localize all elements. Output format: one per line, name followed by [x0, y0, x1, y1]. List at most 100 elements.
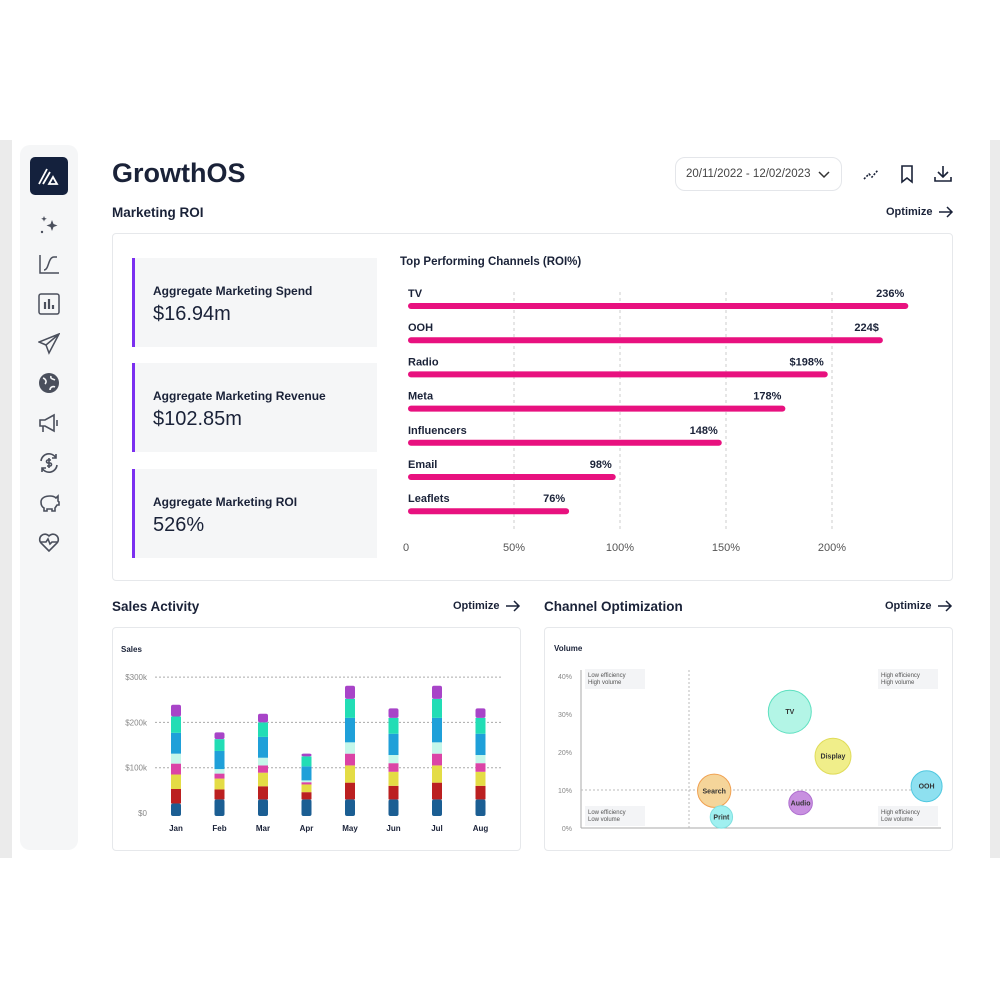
data-label: 98% [590, 459, 612, 471]
y-tick-label: $300k [125, 673, 148, 682]
bubble-label: Display [821, 754, 846, 761]
bar-segment [432, 717, 442, 743]
category-label: OOH [408, 322, 433, 334]
bar-segment [388, 708, 399, 718]
x-tick-label: Jul [431, 824, 443, 833]
bar-segment [432, 765, 442, 783]
category-label: Email [408, 459, 437, 471]
y-tick-label: 40% [558, 674, 572, 681]
bar-segment [258, 722, 268, 737]
bubble-display [814, 737, 852, 775]
bar-segment [388, 717, 399, 734]
x-tick-label: May [342, 824, 358, 833]
bar-segment [258, 786, 268, 800]
bar-segment [171, 704, 181, 717]
x-tick-label: Mar [256, 824, 270, 833]
category-label: Influencers [408, 425, 467, 437]
marketing-roi-card: Aggregate Marketing Spend $16.94m Aggrega… [112, 233, 953, 581]
y-tick-label: $0 [138, 809, 147, 818]
bar-leaflets [408, 508, 570, 515]
bar-segment [214, 739, 225, 751]
bar-segment [301, 780, 312, 783]
send-icon[interactable] [37, 332, 61, 356]
bar-segment [432, 753, 442, 766]
curve-chart-icon[interactable] [37, 252, 61, 276]
window-edge-right [990, 140, 1000, 858]
marketing-roi-optimize-button[interactable]: Optimize [886, 206, 954, 218]
bar-segment [214, 773, 225, 779]
bookmark-icon[interactable] [897, 164, 917, 184]
bar-segment [214, 750, 225, 770]
bubble-label: Print [713, 814, 730, 821]
bar-segment [345, 742, 355, 754]
bar-segment [388, 785, 399, 800]
bar-segment [432, 698, 442, 718]
channel-optimize-button[interactable]: Optimize [885, 600, 953, 612]
x-tick-label: Jan [169, 824, 183, 833]
sparkles-icon[interactable] [37, 213, 61, 237]
arrow-right-icon [938, 600, 953, 612]
bar-segment [388, 763, 399, 772]
bar-segment [258, 799, 268, 816]
megaphone-icon[interactable] [37, 411, 61, 435]
quadrant-label: High volume [588, 680, 622, 686]
kpi-value: $16.94m [153, 303, 231, 325]
window-edge-left [0, 140, 12, 858]
bar-segment [388, 771, 399, 786]
bar-segment [171, 753, 181, 764]
bubble-ooh [910, 770, 943, 803]
bar-segment [214, 799, 225, 816]
bar-segment [475, 763, 486, 772]
quadrant-label: Low efficiency [588, 810, 626, 816]
sales-optimize-button[interactable]: Optimize [453, 600, 521, 612]
bubble-label: Search [703, 788, 726, 795]
bar-segment [214, 769, 225, 774]
optimize-label: Optimize [886, 206, 933, 218]
bar-segment [432, 685, 442, 699]
bar-segment [345, 799, 355, 816]
bar-segment [258, 765, 268, 773]
quadrant-label: Low volume [881, 817, 914, 823]
date-range-value: 20/11/2022 - 12/02/2023 [686, 168, 811, 180]
logo[interactable] [30, 157, 68, 195]
sparkline-icon[interactable] [861, 164, 881, 184]
x-tick-label: 200% [818, 542, 846, 554]
x-tick-label: 0 [403, 542, 409, 554]
bar-chart-icon[interactable] [37, 292, 61, 316]
sales-chart: Sales $0 $100k $200k $300k Jan Feb Mar Apr May Jun… [121, 645, 501, 833]
y-tick-label: 0% [562, 826, 572, 833]
y-tick-label: $200k [125, 718, 148, 727]
bar-segment [171, 803, 181, 816]
quadrant-label: High efficiency [881, 673, 920, 679]
date-range-select[interactable]: 20/11/2022 - 12/02/2023 [675, 157, 842, 191]
bar-segment [432, 799, 442, 816]
heart-pulse-icon[interactable] [37, 530, 61, 554]
kpi-label: Aggregate Marketing Revenue [153, 389, 326, 403]
piggy-bank-icon[interactable] [37, 491, 61, 515]
x-tick-label: Jun [386, 824, 400, 833]
y-tick-label: $100k [125, 764, 148, 773]
bar-segment [345, 717, 355, 743]
globe-icon[interactable] [37, 371, 61, 395]
kpi-roi: Aggregate Marketing ROI 526% [132, 469, 377, 558]
bar-segment [171, 732, 181, 754]
app-title: GrowthOS [112, 158, 246, 188]
bubble-label: TV [785, 709, 794, 716]
sales-card: Sales $0 $100k $200k $300k Jan Feb Mar Apr May Jun… [112, 627, 521, 851]
y-tick-label: 10% [558, 788, 572, 795]
bar-segment [301, 766, 312, 781]
currency-exchange-icon[interactable] [37, 451, 61, 475]
top-channels-chart: Top Performing Channels (ROI%) 0 50% 100% 15… [400, 256, 909, 554]
bar-segment [345, 782, 355, 800]
bar-segment [301, 782, 312, 785]
quadrant-label: High volume [881, 680, 915, 686]
quadrant-label-bg [585, 806, 645, 826]
optimize-label: Optimize [885, 600, 932, 612]
bar-segment [301, 792, 312, 800]
quadrant-label: Low efficiency [588, 673, 626, 679]
bar-segment [388, 755, 399, 764]
download-icon[interactable] [933, 164, 953, 184]
bar-segment [258, 772, 268, 787]
bar-radio [408, 371, 828, 378]
